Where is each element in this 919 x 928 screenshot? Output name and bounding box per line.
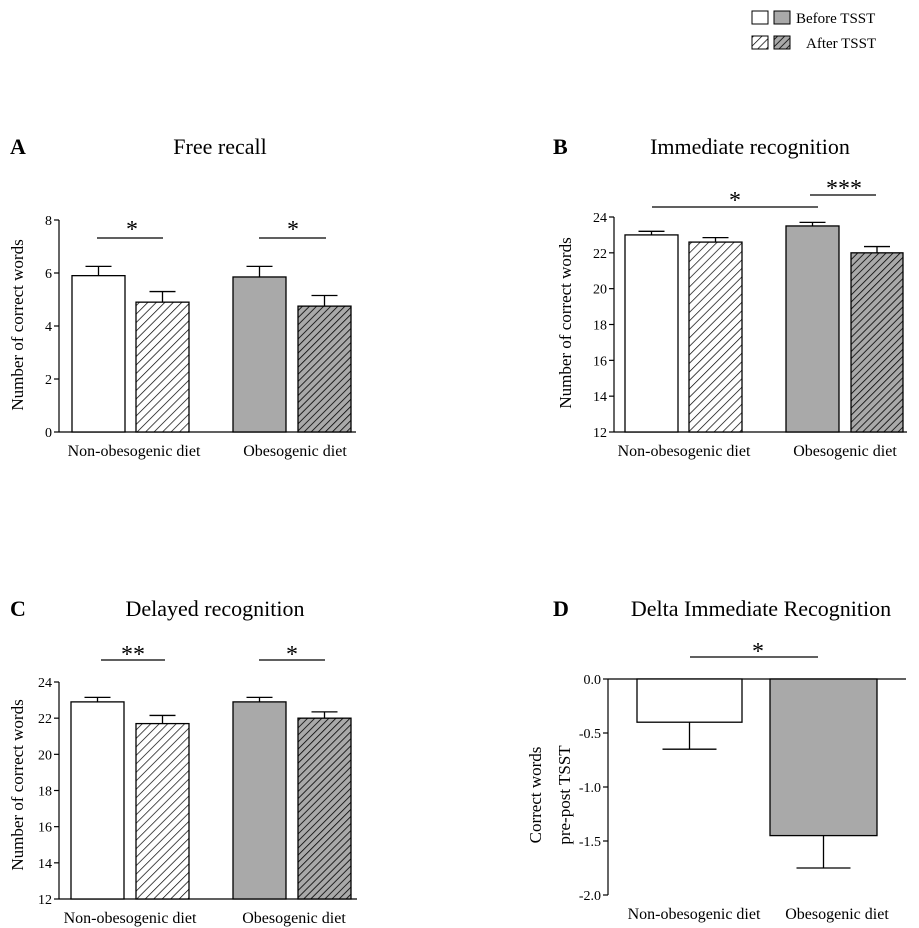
panel-d-title: Delta Immediate Recognition	[631, 596, 891, 621]
legend: Before TSST After TSST	[751, 10, 876, 52]
panel-a-bar-non-obesogenic-after	[135, 301, 190, 433]
panel-a-category-2: Obesogenic diet	[243, 443, 347, 460]
panel-a-y-tick-label: 0	[45, 426, 52, 441]
panel-c-bars	[70, 701, 352, 900]
panel-c-significance: ** *	[101, 642, 325, 668]
panel-a-sig-star-2: *	[287, 217, 299, 243]
panel-c-error-bars	[84, 696, 338, 724]
panel-c-sig-star-1: **	[121, 642, 145, 668]
legend-label-before: Before TSST	[796, 11, 875, 27]
panel-d-y-tick-label: -0.5	[579, 727, 601, 742]
panel-d-y-label-line-2: pre-post TSST	[555, 745, 574, 845]
panel-a-significance: * *	[97, 217, 326, 243]
panel-b-bar-obesogenic-before	[785, 225, 840, 433]
panel-d-bars	[636, 678, 878, 837]
panel-b-y-tick-label: 12	[593, 426, 607, 441]
panel-d-y-tick-label: -1.0	[579, 781, 601, 796]
panel-d-letter: D	[553, 596, 569, 621]
panel-d-y-tick-label: -2.0	[579, 889, 601, 904]
panel-b-y-tick-label: 18	[593, 319, 607, 334]
panel-b-error-bars	[638, 221, 890, 253]
panel-a-y-label: Number of correct words	[8, 239, 27, 410]
panel-d-bar-obesogenic	[769, 678, 878, 837]
panel-d: D Delta Immediate Recognition Correct wo…	[526, 596, 906, 923]
panel-d-bar-non-obesogenic	[636, 678, 743, 723]
panel-a-y-tick-label: 4	[45, 320, 52, 335]
panel-a-title: Free recall	[173, 134, 266, 159]
panel-c-y-tick-label: 22	[38, 712, 52, 727]
panel-d-category-2: Obesogenic diet	[785, 906, 889, 923]
panel-d-y-label-line-1: Correct words	[526, 747, 545, 844]
panel-c-bar-non-obesogenic-before	[70, 701, 125, 900]
panel-b-y-tick-label: 24	[593, 211, 607, 226]
panel-a-letter: A	[10, 134, 26, 159]
legend-swatch-after-dark	[773, 35, 791, 50]
panel-b-y-label: Number of correct words	[556, 237, 575, 408]
panel-b-letter: B	[553, 134, 568, 159]
panel-a: A Free recall Number of correct words 0 2…	[8, 134, 356, 460]
panel-a-y-tick-label: 8	[45, 214, 52, 229]
panel-a-category-1: Non-obesogenic diet	[68, 443, 201, 460]
panel-b-title: Immediate recognition	[650, 134, 850, 159]
panel-b-y-tick-label: 16	[593, 354, 607, 369]
panel-d-category-1: Non-obesogenic diet	[628, 906, 761, 923]
panel-a-bars	[71, 274, 352, 433]
panel-b-y-tick-label: 14	[593, 390, 607, 405]
panel-b-sig-star-1: *	[729, 188, 741, 214]
legend-swatch-after-light	[751, 35, 769, 50]
panel-d-y-tick-label: 0.0	[584, 673, 602, 688]
panel-b-bar-non-obesogenic-before	[624, 234, 679, 433]
panel-b-bar-non-obesogenic-after	[688, 241, 743, 433]
panel-c-y-tick-label: 24	[38, 676, 52, 691]
panel-c-title: Delayed recognition	[126, 596, 305, 621]
panel-c-bar-obesogenic-before	[232, 701, 287, 900]
panel-a-y-tick-label: 6	[45, 267, 52, 282]
panel-c-bar-non-obesogenic-after	[135, 722, 190, 900]
panel-b-category-1: Non-obesogenic diet	[618, 443, 751, 460]
panel-a-y-tick-label: 2	[45, 373, 52, 388]
panel-a-error-bars	[85, 265, 338, 307]
panel-c-category-2: Obesogenic diet	[242, 910, 346, 927]
panel-a-bar-obesogenic-after	[297, 305, 352, 433]
panel-d-y-tick-label: -1.5	[579, 835, 601, 850]
panel-c-sig-star-2: *	[286, 642, 298, 668]
panel-c-y-tick-label: 16	[38, 821, 52, 836]
panel-c: C Delayed recognition Number of correct …	[8, 596, 357, 927]
panel-b-bar-obesogenic-after	[850, 252, 904, 433]
legend-swatch-before-white	[751, 10, 769, 25]
panel-a-bar-non-obesogenic-before	[71, 274, 126, 433]
panel-c-y-tick-label: 14	[38, 857, 52, 872]
panel-a-sig-star-1: *	[126, 217, 138, 243]
panel-b-y-tick-label: 22	[593, 247, 607, 262]
panel-c-y-label: Number of correct words	[8, 699, 27, 870]
legend-swatch-before-grey	[773, 10, 791, 25]
panel-d-significance: *	[690, 639, 818, 665]
panel-b-bars	[624, 225, 904, 433]
panel-c-category-1: Non-obesogenic diet	[64, 910, 197, 927]
legend-label-after: After TSST	[806, 36, 876, 52]
panel-b: B Immediate recognition Number of correc…	[553, 134, 907, 460]
panel-c-y-tick-label: 12	[38, 893, 52, 908]
panel-b-sig-star-2: ***	[826, 176, 862, 202]
panel-d-sig-star: *	[752, 639, 764, 665]
panel-d-error-bars	[662, 722, 851, 869]
panel-b-category-2: Obesogenic diet	[793, 443, 897, 460]
panel-c-letter: C	[10, 596, 26, 621]
panel-a-bar-obesogenic-before	[232, 276, 287, 433]
panel-b-y-tick-label: 20	[593, 283, 607, 298]
panel-c-y-tick-label: 20	[38, 748, 52, 763]
panel-b-significance: * ***	[652, 176, 876, 214]
panel-c-bar-obesogenic-after	[297, 717, 352, 900]
panel-c-y-tick-label: 18	[38, 785, 52, 800]
